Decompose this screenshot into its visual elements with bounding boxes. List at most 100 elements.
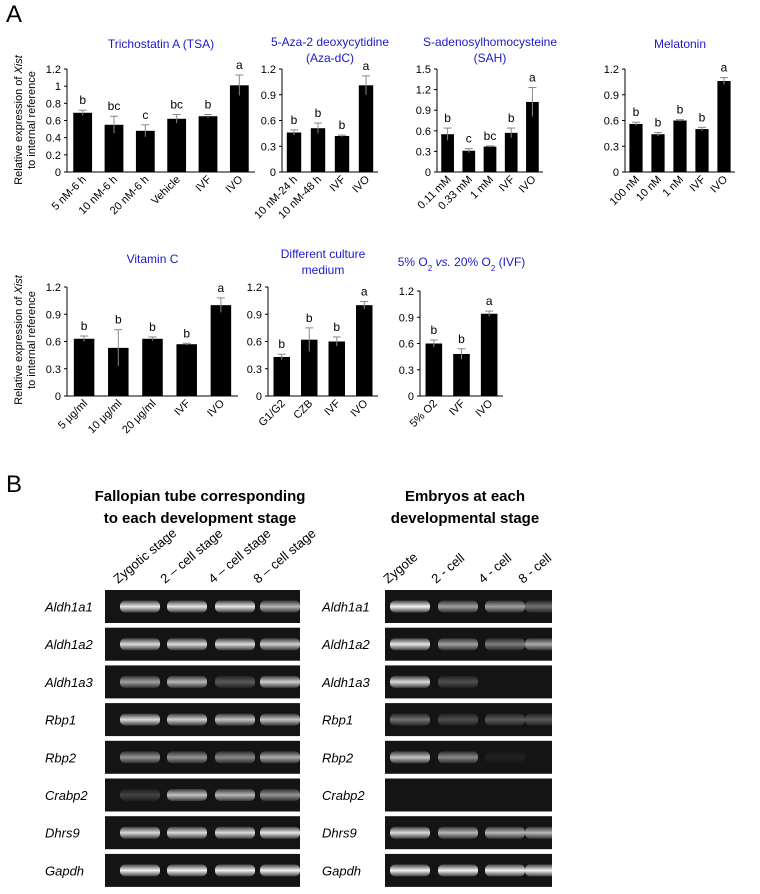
x-tick-label: 5 μg/ml: [56, 398, 90, 432]
gel-band: [167, 600, 207, 613]
gene-label: Rbp1: [45, 713, 76, 728]
x-tick-label: IVF: [322, 397, 343, 418]
bar: [301, 339, 318, 396]
gel-band: [260, 826, 300, 839]
y-tick-label: 0.2: [46, 150, 61, 162]
gel-band: [485, 751, 525, 764]
bar: [356, 305, 373, 396]
title-part: vs.: [432, 255, 454, 269]
y-tick-label: 1.5: [416, 64, 431, 76]
significance-letter: b: [81, 319, 88, 333]
bar: [441, 134, 454, 172]
gel-band: [390, 713, 430, 726]
gel-band: [485, 638, 525, 651]
gel-band: [120, 675, 160, 688]
significance-letter: b: [315, 106, 322, 120]
chart-title: Vitamin C: [127, 252, 179, 266]
y-label-part: Relative expression of: [13, 296, 25, 405]
lane-label: 8 - cell: [515, 550, 554, 586]
gel-band: [525, 826, 565, 839]
significance-letter: bc: [108, 99, 121, 113]
gel-band: [260, 751, 300, 764]
x-tick-label: 10 μg/ml: [86, 398, 124, 436]
chart-title: 5-Aza-2 deoxycytidine (Aza-dC): [271, 35, 389, 65]
bar: [104, 124, 124, 172]
bar: [358, 85, 374, 172]
gene-label: Aldh1a3: [44, 675, 93, 690]
significance-letter: b: [205, 97, 212, 111]
bar: [673, 120, 687, 172]
bar: [176, 344, 197, 396]
bar: [483, 146, 497, 172]
gel-band: [215, 789, 255, 801]
significance-letter: b: [677, 103, 684, 117]
significance-letter: bc: [170, 97, 183, 111]
title-part: 20% O: [454, 255, 491, 269]
title-line: Different culture: [281, 247, 366, 261]
gel-band: [390, 751, 430, 764]
gel-band: [260, 864, 300, 877]
significance-letter: a: [486, 294, 493, 308]
y-label-part: Relative expression of: [13, 76, 25, 185]
title-line: medium: [302, 263, 345, 277]
x-tick-label: IVF: [194, 173, 215, 194]
significance-letter: b: [444, 111, 451, 125]
title-part: 2: [428, 264, 433, 273]
y-tick-label: 0.3: [399, 365, 414, 377]
gel-band: [167, 826, 207, 839]
bar: [310, 128, 326, 172]
bar: [717, 81, 731, 172]
y-tick-label: 1.2: [399, 286, 414, 298]
x-tick-label: Vehicle: [149, 174, 183, 208]
significance-letter: b: [699, 110, 706, 124]
header-line: developmental stage: [391, 510, 539, 527]
y-tick-label: 0.4: [46, 133, 61, 145]
gel-band: [215, 864, 255, 877]
gel-band: [120, 826, 160, 839]
y-tick-label: 1.2: [261, 64, 276, 76]
y-label-part: Xist: [13, 54, 25, 74]
panel-label: B: [6, 471, 22, 498]
x-tick-label: IVO: [224, 173, 246, 195]
gel-band: [120, 600, 160, 613]
gene-label: Rbp2: [45, 750, 77, 765]
y-tick-label: 1.2: [46, 64, 61, 76]
y-tick-label: 0: [270, 167, 276, 179]
significance-letter: a: [218, 281, 225, 295]
title-part: 5% O: [398, 255, 428, 269]
gel-band: [167, 789, 207, 801]
x-tick-label: 1 mM: [468, 174, 496, 202]
gel-band: [485, 600, 525, 613]
bar: [210, 305, 232, 396]
gene-label: Dhrs9: [45, 826, 80, 841]
gel-band: [438, 675, 478, 688]
y-tick-label: 0.6: [399, 339, 414, 351]
significance-letter: b: [633, 105, 640, 119]
gel-band: [525, 638, 565, 651]
bar: [135, 130, 155, 172]
title-part: (IVF): [495, 255, 525, 269]
lane-label: Zygote: [380, 549, 420, 586]
gel-row: [385, 778, 552, 812]
x-tick-label: IVF: [172, 397, 193, 418]
y-tick-label: 0.3: [416, 146, 431, 158]
gene-label: Aldh1a3: [321, 675, 370, 690]
panel-label: A: [6, 1, 22, 28]
significance-letter: b: [291, 113, 298, 127]
x-tick-label: 10 nM: [634, 174, 664, 204]
gel-band: [167, 713, 207, 726]
gel-band: [438, 826, 478, 839]
y-tick-label: 0.6: [247, 337, 262, 349]
y-tick-label: 0: [55, 391, 61, 403]
x-tick-label: 1 nM: [660, 174, 686, 200]
significance-letter: b: [508, 111, 515, 125]
significance-letter: a: [529, 71, 536, 85]
significance-letter: c: [142, 108, 148, 122]
y-axis-label: Relative expression of Xistto internal re…: [13, 54, 38, 185]
y-tick-label: 0.9: [604, 90, 619, 102]
significance-letter: bc: [484, 129, 497, 143]
significance-letter: b: [149, 320, 156, 334]
gel-band: [120, 713, 160, 726]
gel-band: [167, 751, 207, 764]
